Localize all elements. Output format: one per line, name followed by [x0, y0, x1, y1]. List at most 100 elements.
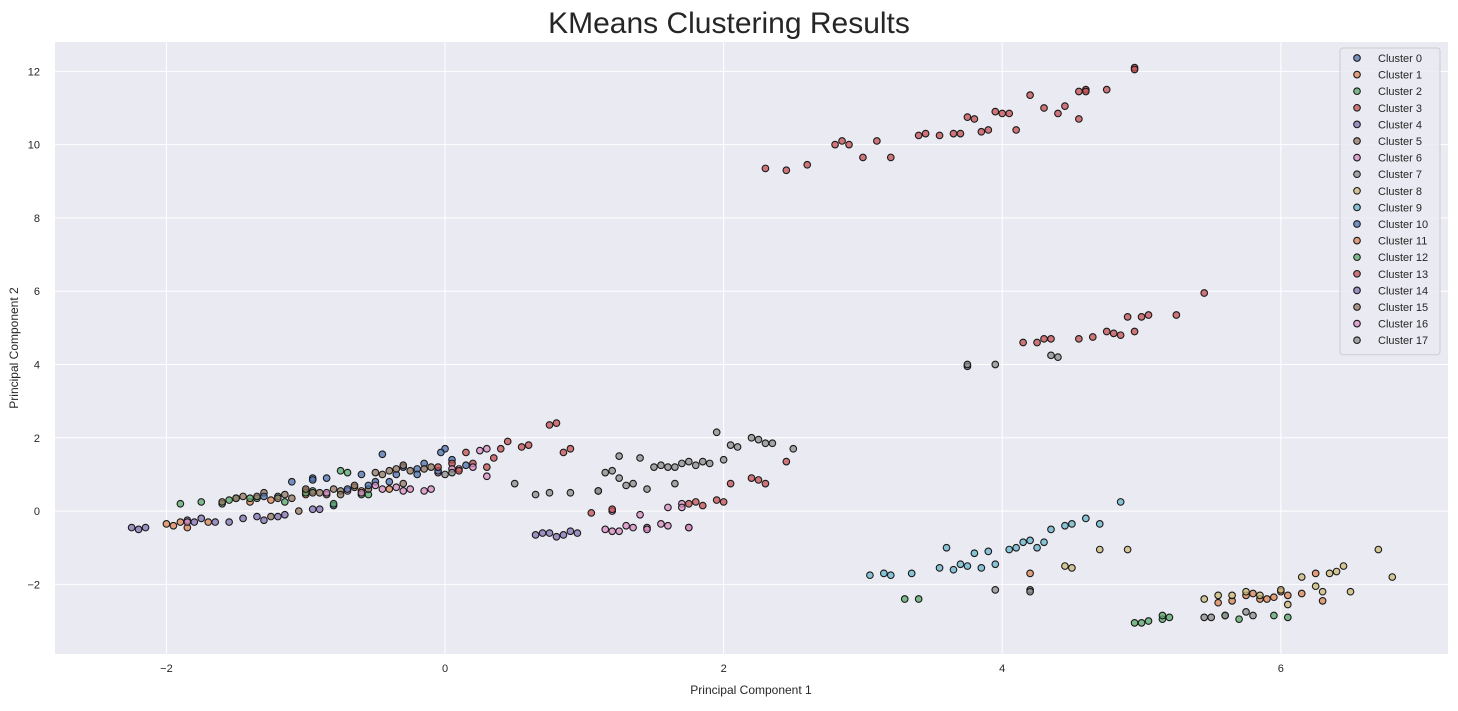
data-point: [977, 127, 986, 136]
data-point: [573, 529, 582, 537]
data-point: [308, 476, 317, 484]
y-tick-label: 4: [34, 359, 40, 371]
legend-label: Cluster 5: [1378, 136, 1422, 148]
data-point: [371, 468, 380, 477]
series-cluster-13: [434, 85, 1132, 517]
data-point: [684, 523, 693, 532]
data-point: [441, 470, 449, 479]
data-point: [517, 443, 526, 451]
data-point: [1061, 562, 1069, 570]
data-point: [998, 109, 1007, 118]
legend-marker: [1353, 170, 1361, 179]
legend-label: Cluster 9: [1378, 202, 1422, 214]
data-point: [1068, 520, 1076, 528]
data-point: [1165, 613, 1174, 622]
legend-marker: [1353, 120, 1361, 129]
data-point: [1005, 109, 1014, 118]
data-point: [1270, 611, 1278, 620]
data-point: [1075, 334, 1083, 343]
data-point: [1256, 591, 1264, 600]
data-point: [287, 494, 296, 503]
data-point: [287, 477, 296, 486]
data-point: [211, 518, 220, 526]
data-point: [197, 514, 206, 523]
data-point: [204, 518, 213, 526]
data-point: [329, 499, 338, 508]
data-point: [392, 465, 401, 473]
data-point: [1130, 619, 1139, 627]
data-point: [183, 518, 192, 526]
data-point: [1040, 334, 1048, 343]
y-axis-label: Principal Component 2: [7, 287, 21, 409]
data-point: [1332, 567, 1341, 576]
data-point: [608, 505, 617, 514]
series-cluster-7: [531, 351, 1257, 622]
data-point: [280, 498, 289, 506]
data-point: [914, 595, 923, 603]
data-point: [1144, 617, 1153, 625]
data-point: [420, 465, 428, 473]
data-point: [322, 474, 331, 482]
legend-marker: [1353, 303, 1361, 311]
legend-marker: [1353, 286, 1361, 295]
data-point: [538, 529, 547, 537]
data-point: [1095, 520, 1104, 528]
data-point: [1263, 595, 1271, 603]
data-point: [1235, 615, 1243, 624]
data-point: [761, 479, 770, 488]
data-point: [406, 485, 415, 493]
data-point: [1311, 569, 1320, 578]
data-point: [225, 496, 233, 504]
data-point: [260, 492, 268, 501]
data-point: [559, 448, 568, 457]
data-point: [622, 481, 630, 490]
legend: Cluster 0 Cluster 1 Cluster 2 Cluster 3 Clus…: [1339, 47, 1441, 356]
data-point: [1339, 562, 1348, 570]
data-point: [315, 505, 324, 514]
data-point: [545, 421, 554, 429]
data-point: [615, 452, 624, 460]
legend-marker: [1353, 137, 1361, 145]
legend-label: Cluster 3: [1378, 103, 1422, 115]
data-point: [531, 490, 540, 499]
data-point: [239, 514, 247, 523]
data-point: [1047, 334, 1055, 343]
data-point: [650, 463, 658, 471]
data-point: [141, 523, 150, 532]
data-point: [162, 520, 171, 528]
data-point: [963, 360, 972, 369]
legend-marker: [1353, 54, 1361, 62]
data-point: [657, 461, 665, 470]
data-point: [601, 525, 610, 534]
data-point: [566, 527, 575, 536]
data-point: [413, 470, 422, 479]
y-tick-label: 0: [34, 506, 40, 518]
data-point: [427, 485, 435, 493]
data-point: [754, 435, 763, 444]
data-point: [684, 499, 693, 508]
chart-title: KMeans Clustering Results: [548, 7, 910, 40]
y-tick-label: 8: [34, 213, 40, 225]
data-points: [127, 63, 1397, 627]
gridlines: [55, 42, 1448, 654]
data-point: [754, 476, 763, 484]
data-point: [677, 459, 686, 468]
data-point: [448, 468, 456, 477]
legend-label: Cluster 8: [1378, 186, 1422, 198]
data-point: [434, 463, 442, 471]
legend-marker: [1353, 336, 1361, 345]
data-point: [1200, 595, 1209, 603]
data-point: [524, 441, 533, 449]
data-point: [712, 428, 721, 437]
data-point: [719, 498, 728, 506]
data-point: [496, 444, 505, 453]
data-point: [1130, 65, 1139, 74]
data-point: [1095, 545, 1104, 554]
legend-label: Cluster 13: [1378, 269, 1428, 281]
data-point: [664, 521, 672, 530]
data-point: [274, 494, 282, 503]
data-point: [629, 523, 637, 532]
data-point: [691, 498, 700, 506]
legend-marker: [1353, 236, 1361, 245]
data-point: [747, 433, 756, 442]
